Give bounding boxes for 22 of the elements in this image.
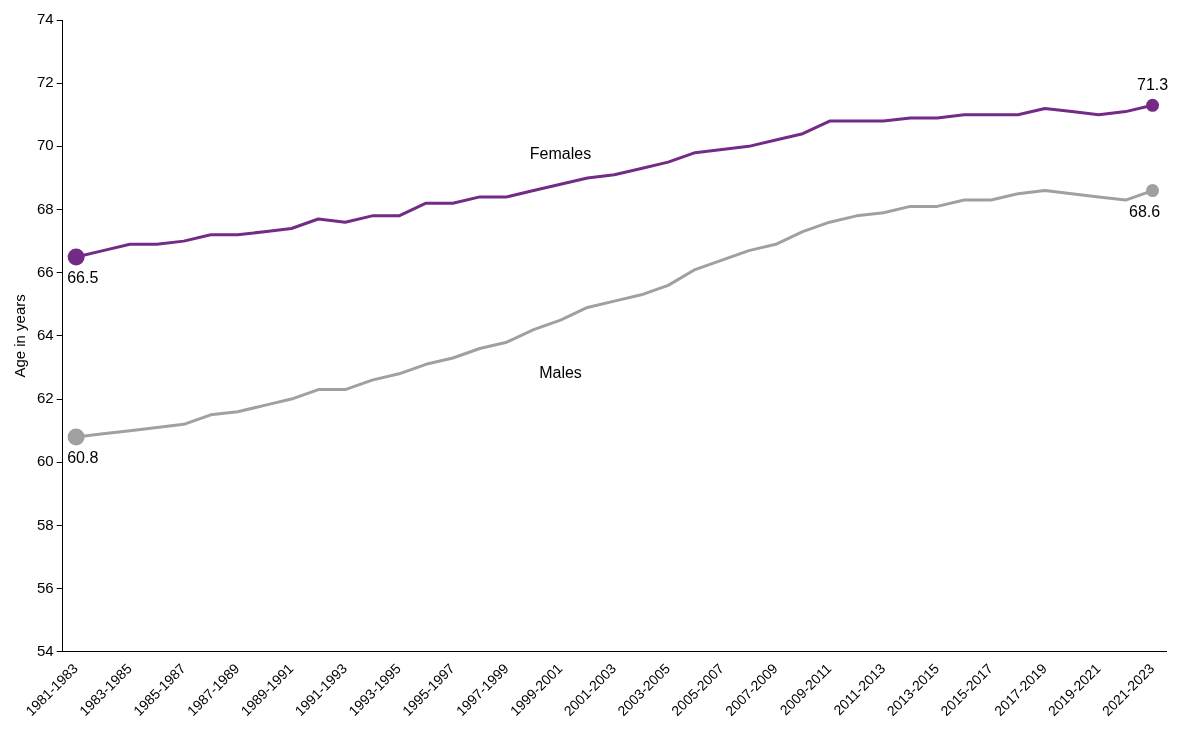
y-tick-label: 62	[37, 389, 54, 407]
y-tick-label: 74	[37, 10, 54, 28]
y-tick-label: 56	[37, 578, 54, 596]
point	[67, 428, 85, 446]
y-tick-label: 70	[37, 136, 54, 154]
y-tick-label: 54	[37, 641, 54, 659]
y-tick-label: 66	[37, 262, 54, 280]
y-tick-label: 58	[37, 515, 54, 533]
point	[67, 248, 85, 266]
data-label: 60.8	[67, 449, 99, 467]
y-tick-label: 68	[37, 199, 54, 217]
series-label: Females	[529, 144, 592, 162]
y-tick-label: 64	[37, 326, 54, 344]
data-label: 71.3	[1136, 75, 1169, 93]
text: Males	[539, 363, 582, 381]
point	[1146, 98, 1160, 112]
point	[1146, 184, 1160, 198]
y-tick-label: 72	[37, 73, 54, 91]
y-axis-title: Age in years	[11, 294, 29, 378]
data-label: 68.6	[1128, 202, 1161, 220]
data-label: 66.5	[67, 269, 99, 287]
y-tick-label: 60	[37, 452, 54, 470]
